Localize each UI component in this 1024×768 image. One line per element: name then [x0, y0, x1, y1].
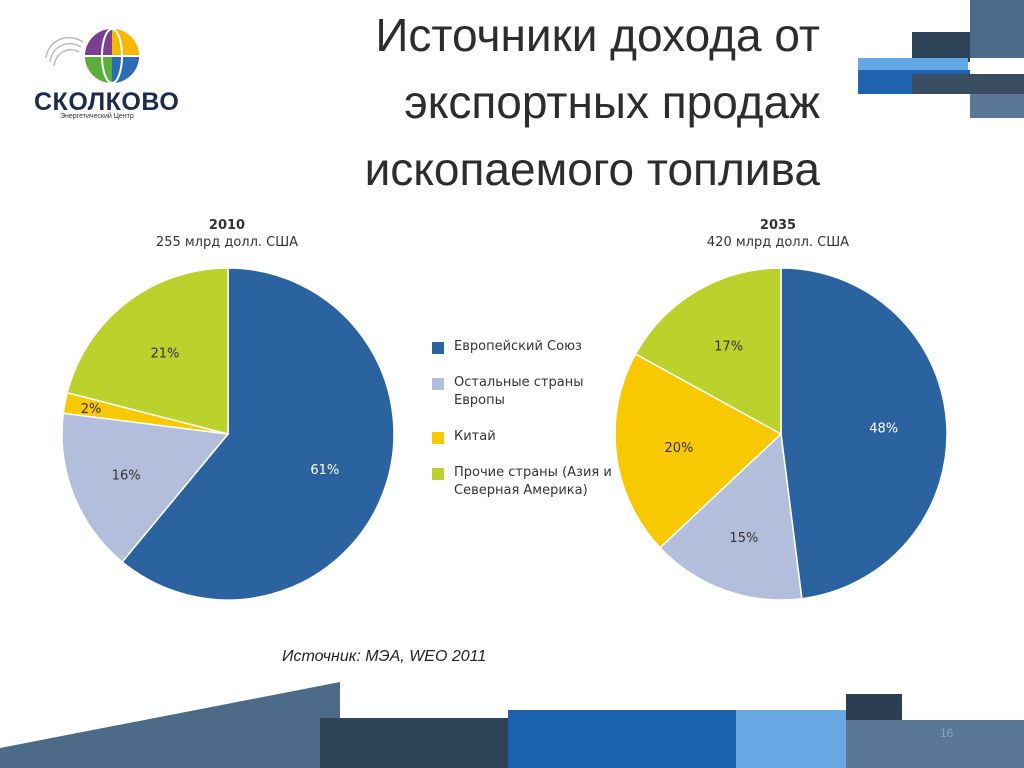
- skolkovo-logo: [45, 28, 139, 84]
- pie-2010-label-china: 2%: [81, 402, 102, 417]
- logo-swirl-icon: [45, 37, 84, 67]
- logo-globe-icon: [85, 28, 139, 84]
- pie-2035-title: 2035: [759, 218, 797, 233]
- legend-swatch-china: [432, 432, 444, 444]
- pie-2035-slices: 48% 15% 20% 17%: [614, 267, 948, 601]
- pie-2035-label-china: 20%: [664, 441, 693, 456]
- legend-item-other-europe: Остальные страны Европы: [432, 374, 622, 410]
- pie-2010-slice-eu: [121, 267, 395, 601]
- logo-subtitle: Энергетический Центр: [60, 113, 134, 120]
- source-note: Источник: МЭА, WEO 2011: [282, 648, 487, 665]
- pie-2035-slice-other-europe: [658, 432, 803, 601]
- pie-2035-subtitle: 420 млрд долл. США: [706, 235, 850, 250]
- legend-swatch-eu: [432, 342, 444, 354]
- pie-2035-header: 2035 420 млрд долл. США: [628, 217, 928, 252]
- pie-2010-header: 2010 255 млрд долл. США: [77, 217, 377, 252]
- pie-2010-label-other-europe: 16%: [112, 468, 141, 483]
- page-number: 16: [940, 726, 954, 740]
- pie-2010-slices: 61% 16% 2% 21%: [61, 267, 395, 601]
- pie-2010-label-eu: 61%: [310, 463, 339, 478]
- legend-item-china: Китай: [432, 428, 622, 446]
- pie-2010-slice-others: [66, 267, 229, 435]
- legend-item-others: Прочие страны (Азия и Северная Америка): [432, 464, 622, 500]
- pie-2010-slice-other-europe: [61, 412, 230, 563]
- pie-2035-label-eu: 48%: [869, 422, 898, 437]
- decor-bottom-slate: [0, 682, 340, 768]
- pie-2035-slice-eu: [780, 267, 948, 600]
- decor-bottom-dark-small: [846, 694, 902, 720]
- pie-2010-label-others: 21%: [150, 347, 179, 362]
- decor-bottom-blue: [508, 710, 738, 768]
- decor-bar-top-5: [912, 74, 1024, 94]
- pie-2010-title: 2010: [208, 218, 246, 233]
- decor-bottom-navy: [320, 718, 520, 768]
- pie-2010-subtitle: 255 млрд долл. США: [155, 235, 299, 250]
- legend-label-eu: Европейский Союз: [454, 339, 582, 354]
- decor-bar-top-1: [970, 0, 1024, 58]
- logo-name: СКОЛКОВО: [34, 88, 180, 116]
- decor-bottom-lightblue: [736, 710, 846, 768]
- decor-bottom: [0, 682, 1024, 768]
- pie-2035-slice-china: [614, 353, 783, 549]
- legend-swatch-others: [432, 468, 444, 480]
- slide-title: Источники дохода от экспортных продаж ис…: [364, 9, 820, 195]
- legend-label-other-europe: Остальные страны Европы: [454, 375, 584, 408]
- pie-2035-label-other-europe: 15%: [729, 531, 758, 546]
- decor-bottom-slate-right: [846, 720, 1024, 768]
- legend-item-eu: Европейский Союз: [432, 338, 622, 356]
- decor-bar-top-2: [912, 32, 970, 62]
- pie-2035-slice-others: [634, 267, 782, 436]
- legend-label-others: Прочие страны (Азия и Северная Америка): [454, 465, 612, 498]
- chart-legend: Европейский Союз Остальные страны Европы…: [432, 338, 622, 518]
- pie-2035-label-others: 17%: [714, 339, 743, 354]
- legend-label-china: Китай: [454, 429, 496, 444]
- decor-bar-top-6: [970, 94, 1024, 118]
- decor-bar-top-3: [858, 58, 968, 70]
- legend-swatch-other-europe: [432, 378, 444, 390]
